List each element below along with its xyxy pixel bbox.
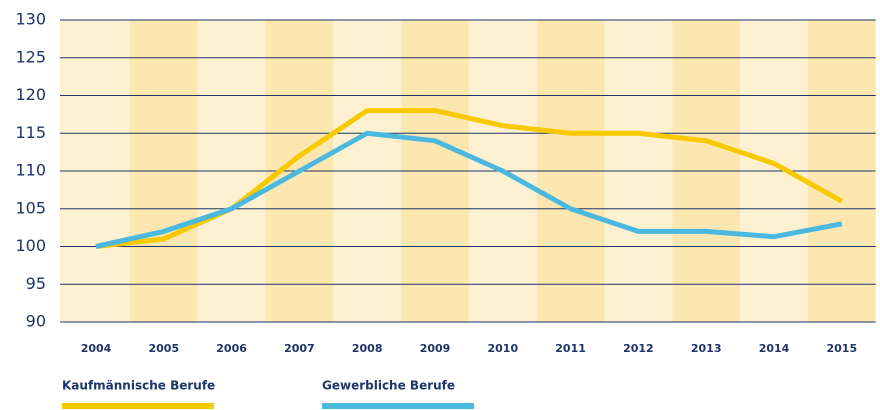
y-tick-label: 120 [15,85,46,104]
legend-label: Kaufmännische Berufe [62,379,215,393]
lines [95,108,844,249]
x-tick-label: 2007 [284,342,315,355]
x-tick-label: 2010 [487,342,518,355]
x-tick-label: 2012 [623,342,654,355]
x-tick-label: 2005 [148,342,179,355]
y-tick-label: 95 [26,274,46,293]
y-tick-label: 115 [15,123,46,142]
y-tick-label: 105 [15,198,46,217]
y-tick-label: 130 [15,10,46,29]
x-tick-label: 2008 [352,342,383,355]
y-tick-label: 100 [15,236,46,255]
x-tick-label: 2015 [826,342,857,355]
y-tick-label: 125 [15,47,46,66]
y-tick-label: 110 [15,161,46,180]
y-tick-label: 90 [26,312,46,331]
legend-label: Gewerbliche Berufe [322,379,455,393]
grid [60,19,876,323]
x-tick-label: 2004 [81,342,112,355]
x-tick-label: 2009 [420,342,451,355]
line-series [95,130,843,249]
x-tick-label: 2011 [555,342,586,355]
x-tick-label: 2006 [216,342,247,355]
x-tick-label: 2013 [691,342,722,355]
x-tick-label: 2014 [759,342,790,355]
